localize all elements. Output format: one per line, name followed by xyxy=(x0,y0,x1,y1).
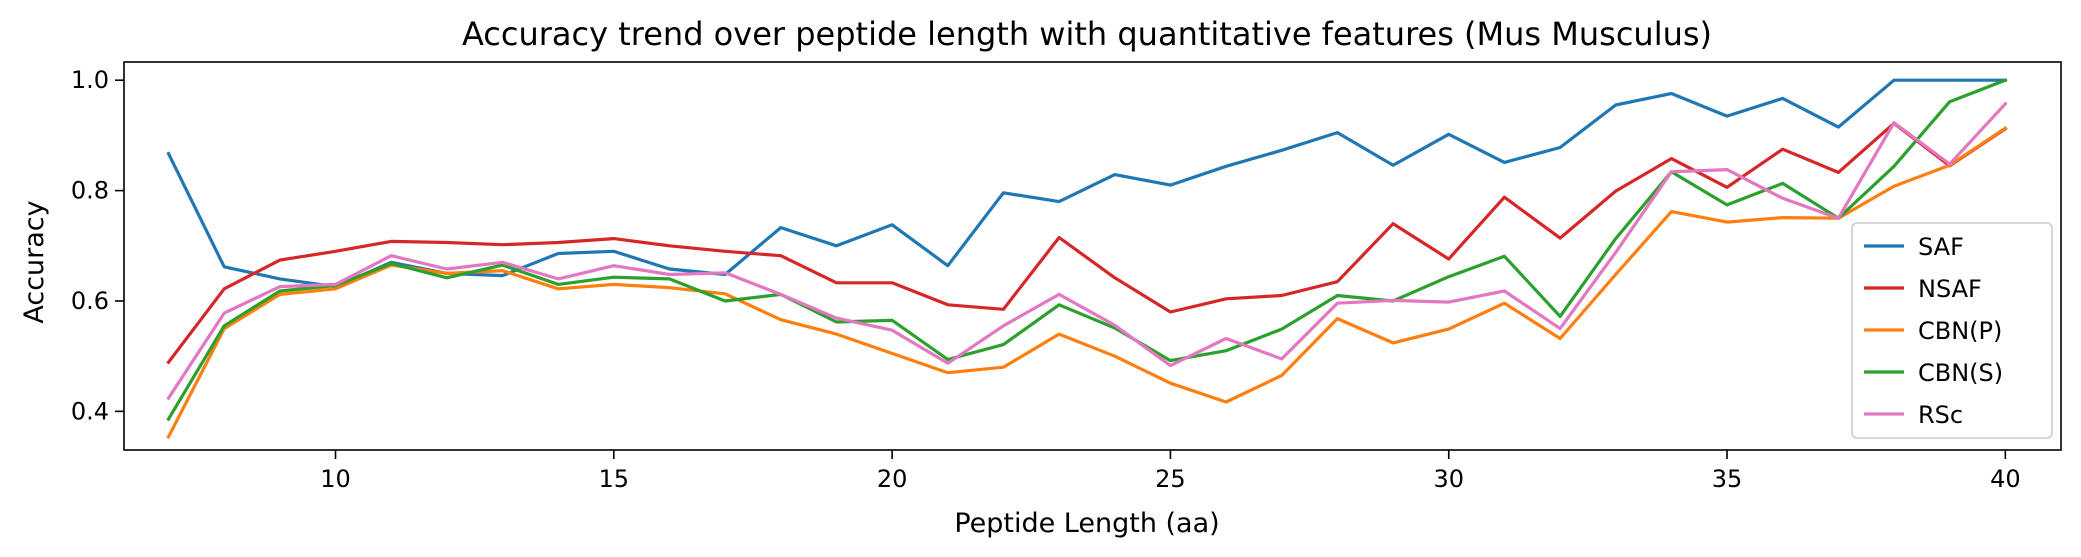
series-line-saf xyxy=(166,78,2007,289)
legend-label: RSc xyxy=(1918,401,1963,429)
x-tick-label: 40 xyxy=(1990,465,2021,493)
x-tick-label: 35 xyxy=(1712,465,1743,493)
series-line-nsaf xyxy=(166,121,2008,365)
plot-frame xyxy=(123,61,2062,451)
series-line-cbn-s xyxy=(166,78,2008,422)
y-tick-label: 0.4 xyxy=(71,397,109,425)
plot-area: 10 15 20 25 30 35 40 0.4 0.6 0.8 1.0 SAF NSAF CBN(P) C… xyxy=(71,61,2062,493)
x-tick-label: 15 xyxy=(599,465,630,493)
legend-label: NSAF xyxy=(1918,275,1982,303)
legend-box xyxy=(1851,222,2053,439)
y-tick-label: 0.6 xyxy=(71,287,109,315)
legend-label: CBN(S) xyxy=(1918,359,2003,387)
x-tick-label: 25 xyxy=(1155,465,1186,493)
y-tick-label: 1.0 xyxy=(71,66,109,94)
series-line-cbn-p xyxy=(166,125,2008,439)
x-tick-label: 30 xyxy=(1433,465,1464,493)
legend-label: SAF xyxy=(1918,233,1964,261)
x-tick-label: 10 xyxy=(320,465,351,493)
x-tick-label: 20 xyxy=(877,465,908,493)
series-line-rsc xyxy=(166,101,2008,401)
x-axis-label: Peptide Length (aa) xyxy=(954,508,1219,539)
y-axis-label: Accuracy xyxy=(19,200,50,323)
legend-label: CBN(P) xyxy=(1918,317,2002,345)
y-tick-label: 0.8 xyxy=(71,177,109,205)
chart-title: Accuracy trend over peptide length with … xyxy=(462,15,1712,53)
